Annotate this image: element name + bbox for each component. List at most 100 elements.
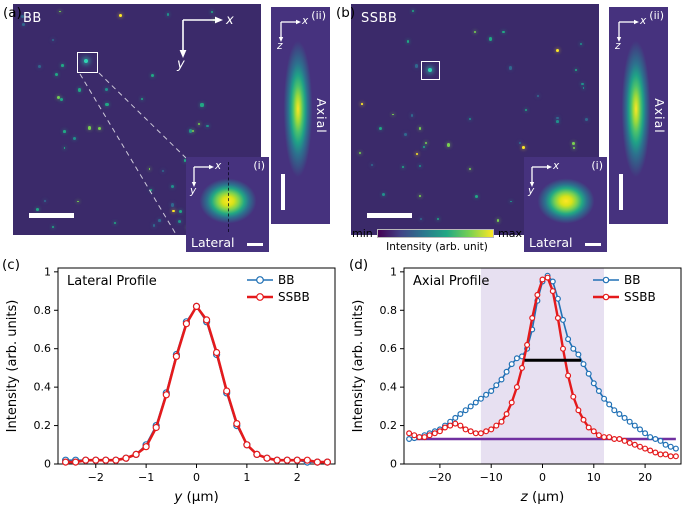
inset-scalebar	[281, 174, 285, 210]
svg-text:1: 1	[243, 471, 250, 484]
svg-text:Intensity (arb. units): Intensity (arb. units)	[5, 300, 20, 433]
bead-dot	[469, 168, 472, 170]
lateral-profile-chart: −2 −1 0 1 2 0 0.2 0.4 0.6 0.8 1 Lateral Profile y (μ…	[5, 265, 336, 505]
x-axis-label: x	[226, 13, 234, 28]
bead-dot	[141, 98, 144, 101]
bead-dot	[150, 73, 154, 77]
bead-dot	[370, 164, 373, 167]
inset-axes-indicator: x z	[615, 15, 651, 52]
bead-dot	[170, 203, 175, 207]
bead-dot	[537, 94, 540, 97]
y-axis-label: y	[528, 185, 535, 197]
bead-dot	[51, 38, 54, 42]
bead-dot	[197, 122, 201, 125]
bead-dot	[401, 165, 404, 168]
bead-dot	[21, 15, 25, 19]
bead-dot	[44, 200, 46, 202]
bead-dot	[72, 136, 76, 140]
bead-dot	[148, 168, 151, 171]
bead-dot	[21, 23, 25, 27]
xy-axes-arrows-icon	[191, 164, 214, 187]
bead-dot	[436, 217, 439, 220]
svg-text:1: 1	[44, 265, 51, 278]
bead-dot	[575, 69, 577, 71]
panel-b-axial-inset: x z (ii) Axial	[609, 7, 668, 224]
roi-bead-dot	[428, 68, 432, 72]
bead-dot	[172, 209, 175, 213]
bead-dot	[556, 116, 559, 120]
bead-dot	[572, 142, 575, 145]
bead-dot	[410, 114, 413, 117]
bead-dot	[61, 64, 64, 67]
bead-dot	[98, 126, 102, 130]
svg-text:−20: −20	[428, 471, 451, 484]
svg-text:BB: BB	[278, 273, 294, 287]
panel-b-scalebar	[367, 213, 412, 218]
bead-dot	[87, 126, 92, 130]
xy-axes-arrows-icon	[179, 16, 223, 58]
bead-dot	[580, 42, 582, 45]
panel-a-axes-indicator: x y	[177, 10, 237, 72]
svg-text:10: 10	[587, 471, 601, 484]
panel-d-label: (d)	[349, 257, 369, 273]
xy-axes-arrows-icon	[529, 164, 552, 187]
panel-a-label: (a)	[3, 5, 22, 21]
bead-dot	[171, 184, 175, 188]
bead-dot	[56, 96, 60, 100]
bead-dot	[359, 152, 362, 155]
bead-dot	[469, 118, 472, 121]
inset-axes-indicator: x y	[528, 160, 564, 197]
colorbar-title: Intensity (arb. unit)	[386, 241, 488, 253]
svg-text:0: 0	[390, 458, 397, 471]
x-axis-label: x	[215, 160, 222, 172]
panel-b-label: (b)	[336, 5, 356, 21]
bead-dot	[382, 193, 386, 197]
svg-text:Axial Profile: Axial Profile	[413, 274, 489, 289]
bead-dot	[581, 82, 584, 86]
bead-dot	[508, 66, 513, 70]
bead-dot	[420, 218, 423, 220]
bead-dot	[59, 97, 63, 101]
bead-dot	[191, 129, 194, 132]
colorbar-min-label: min	[352, 227, 373, 240]
z-axis-label: z	[615, 40, 621, 52]
bead-dot	[419, 195, 421, 198]
panel-b-beam-label: SSBB	[361, 11, 398, 26]
x-axis-label: x	[553, 160, 560, 172]
bead-dot	[519, 142, 521, 144]
svg-text:SSBB: SSBB	[278, 290, 310, 304]
inset-scalebar	[247, 242, 263, 246]
svg-text:−10: −10	[480, 471, 503, 484]
svg-text:0: 0	[44, 458, 51, 471]
bead-dot	[361, 103, 363, 105]
bead-dot	[473, 30, 477, 34]
svg-text:2: 2	[294, 471, 301, 484]
panel-b-lateral-inset: x y (i) Lateral	[524, 157, 607, 252]
y-axis-label: y	[190, 185, 197, 197]
bead-dot	[392, 113, 394, 116]
center-dashed-line	[227, 162, 229, 232]
svg-text:20: 20	[638, 471, 652, 484]
bead-dot	[105, 88, 109, 92]
bead-dot	[118, 14, 122, 18]
axial-profile-chart: −20 −10 0 10 20 0 0.2 0.4 0.6 0.8 1 Axial Profile z …	[351, 265, 682, 505]
svg-text:Intensity (arb. units): Intensity (arb. units)	[351, 300, 366, 433]
bead-dot	[475, 195, 479, 199]
svg-text:0: 0	[193, 471, 200, 484]
panel-a-beam-label: BB	[23, 11, 42, 26]
bead-dot	[522, 146, 525, 149]
bead-dot	[496, 219, 500, 222]
roi-bead-dot	[84, 59, 88, 63]
svg-text:Lateral Profile: Lateral Profile	[67, 274, 157, 289]
inset-number: (ii)	[311, 9, 326, 22]
svg-text:z (μm): z (μm)	[520, 489, 565, 505]
inset-caption: Axial	[652, 97, 667, 134]
bead-dot	[166, 13, 170, 16]
inset-number: (i)	[591, 159, 603, 172]
bead-dot	[105, 102, 109, 106]
svg-text:0.8: 0.8	[34, 304, 52, 317]
bead-dot	[378, 126, 382, 130]
svg-text:0.4: 0.4	[34, 381, 52, 394]
inset-caption: Axial	[314, 97, 329, 134]
